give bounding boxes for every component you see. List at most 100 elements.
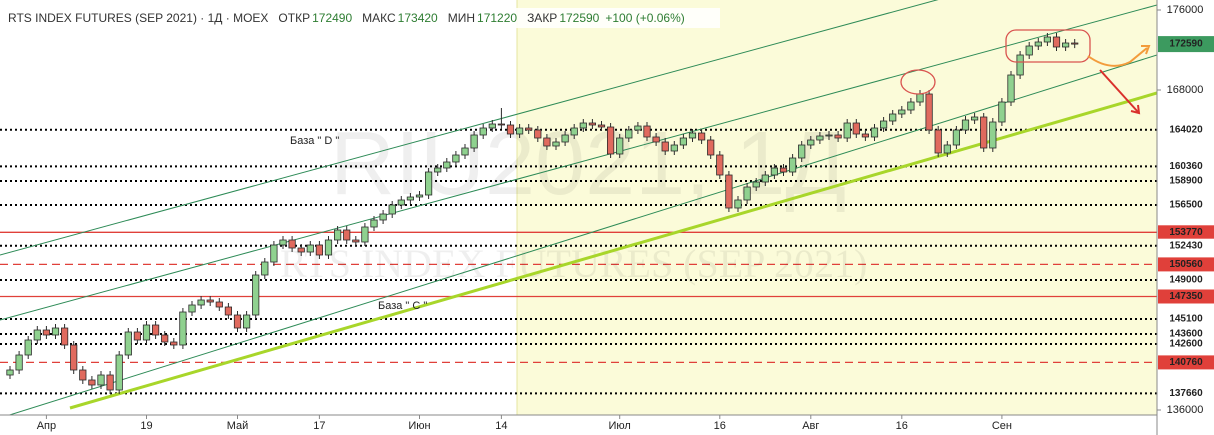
candle-body	[670, 144, 678, 152]
levels	[0, 128, 1157, 395]
level-label: 160360	[1169, 161, 1203, 172]
last-price-badge	[1158, 36, 1214, 53]
candle-body	[406, 196, 415, 201]
candle-body	[461, 147, 469, 156]
candle-body	[88, 379, 96, 386]
candle-body	[270, 244, 278, 263]
highlight-box	[1005, 29, 1091, 63]
x-tick-label: Май	[227, 420, 249, 432]
candle-body	[743, 186, 751, 201]
candle-body	[352, 239, 360, 243]
arrowhead	[1130, 104, 1141, 115]
candle-body	[6, 369, 14, 376]
level-badge	[1158, 355, 1214, 370]
candle-body	[816, 135, 824, 141]
candle-body	[370, 219, 378, 228]
level-label: 147350	[1169, 291, 1203, 302]
ohlc-label: ОТКР	[278, 11, 310, 25]
x-tick-label: Июн	[408, 420, 430, 432]
candle-body	[779, 167, 788, 173]
candle-body	[707, 139, 715, 156]
level-badge	[1158, 159, 1214, 174]
level-badge	[1158, 238, 1214, 253]
candle-body	[488, 123, 496, 129]
level-label: 152430	[1169, 240, 1203, 251]
x-tick-label: Июл	[609, 420, 631, 432]
candle-body	[161, 334, 169, 343]
candle-body	[388, 204, 396, 215]
candle-body	[552, 141, 560, 147]
highlight-ellipse	[900, 69, 936, 95]
level-label: 145100	[1169, 314, 1203, 325]
highlight-zone	[517, 0, 1157, 415]
candle-body	[934, 129, 942, 154]
candle-body	[770, 167, 779, 176]
level-label: 142600	[1169, 339, 1203, 350]
ohlc-label: ЗАКР	[527, 11, 557, 25]
candle-body	[343, 229, 351, 241]
candle-body	[215, 301, 223, 308]
candle-body	[652, 136, 660, 143]
candle-body	[179, 311, 187, 346]
ohlc-label: МИН	[448, 11, 475, 25]
x-tick-label: 16	[896, 420, 908, 432]
candle-body	[188, 304, 196, 313]
level-badge	[1158, 122, 1214, 137]
candle-body	[616, 137, 624, 155]
title: RTS INDEX FUTURES (SEP 2021) · 1Д · MOEX	[8, 11, 268, 25]
ohlc-value: 171220	[477, 11, 517, 25]
ohlc-value: 173420	[398, 11, 438, 25]
candle-body	[543, 137, 551, 147]
channel	[0, 0, 1157, 415]
candle-body	[470, 134, 478, 149]
candle-body	[807, 139, 815, 146]
level-badge	[1158, 198, 1214, 212]
candle-body	[852, 122, 860, 135]
candle-body	[943, 144, 951, 154]
level-badge	[1158, 337, 1214, 351]
candle-body	[634, 125, 642, 131]
candle-body	[980, 116, 988, 149]
candle-body	[33, 329, 41, 341]
candle-body	[261, 261, 269, 276]
candle-body	[315, 244, 324, 256]
candle-body	[15, 354, 23, 371]
candle-body	[534, 129, 542, 139]
candle-body	[197, 299, 205, 306]
candle-body	[898, 109, 906, 115]
channel-line	[0, 0, 939, 256]
candle-body	[989, 121, 997, 149]
candle-body	[443, 161, 451, 169]
candle-body	[452, 154, 460, 163]
candle-body	[643, 125, 651, 138]
candle-body	[434, 167, 442, 173]
candle-body	[397, 199, 405, 206]
candle-body	[379, 213, 387, 221]
candle-body	[297, 247, 305, 253]
x-tick-label: Сен	[992, 420, 1012, 432]
level-label: 140760	[1169, 357, 1203, 368]
candle-body	[789, 157, 797, 173]
candle-body	[834, 134, 842, 139]
candle-body	[142, 324, 151, 341]
candle-body	[525, 127, 533, 131]
candle-body	[479, 127, 487, 136]
candle-body	[333, 229, 342, 241]
candle-body	[907, 101, 915, 111]
candle-body	[97, 374, 105, 386]
level-label: 156500	[1169, 200, 1203, 211]
candle-body	[625, 129, 633, 139]
level-badge	[1158, 257, 1214, 272]
candle-body	[61, 327, 69, 346]
level-label: 158900	[1169, 176, 1203, 187]
ohlc-value: 172590	[559, 11, 599, 25]
candle-body	[971, 116, 979, 121]
candle-body	[415, 194, 424, 198]
level-label: 137660	[1169, 388, 1203, 399]
level-badge	[1158, 289, 1214, 304]
candle-body	[70, 344, 78, 371]
price-axis: 136000 168000 176000 164020 160360 158900 1565…	[1157, 4, 1214, 416]
header: RTS INDEX FUTURES (SEP 2021) · 1Д · MOEX…	[8, 11, 685, 25]
candle-body	[1025, 45, 1033, 56]
